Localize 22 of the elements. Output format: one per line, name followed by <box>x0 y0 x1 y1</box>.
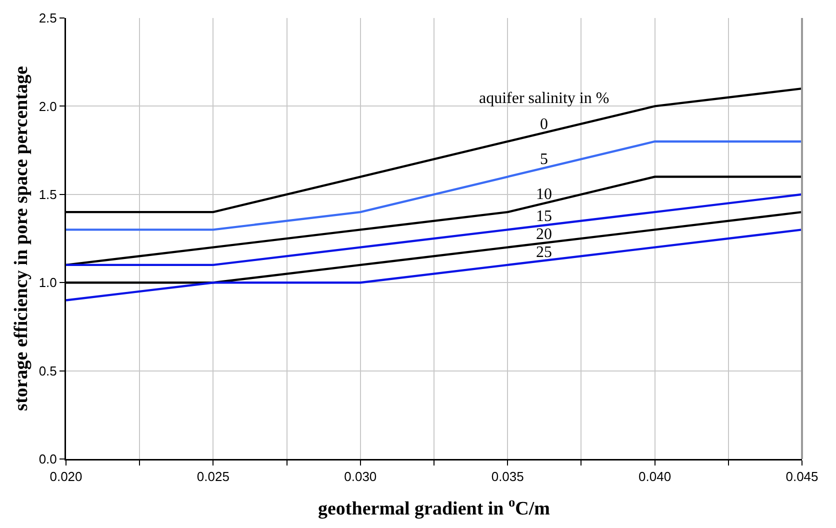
x-tick-label: 0.025 <box>196 469 230 484</box>
x-tick-label: 0.040 <box>638 469 672 484</box>
y-tick-label: 2.5 <box>38 10 57 26</box>
y-tick-label: 1.0 <box>38 275 57 290</box>
series-label: 10 <box>536 186 552 203</box>
y-tick-label: 2.0 <box>38 98 57 114</box>
x-tick-label: 0.020 <box>50 469 82 484</box>
series-label: 5 <box>540 151 548 168</box>
x-tick-label: 0.030 <box>344 469 377 484</box>
series-label: 25 <box>536 244 552 261</box>
y-tick-label: 0.0 <box>38 452 57 467</box>
y-tick-label: 0.5 <box>38 363 57 378</box>
y-tick-label: 1.5 <box>38 186 57 202</box>
series-label: 15 <box>536 208 552 225</box>
series-label: 20 <box>536 226 552 243</box>
series-label: 0 <box>540 116 548 133</box>
x-tick-label: 0.045 <box>786 469 818 484</box>
legend-title: aquifer salinity in % <box>479 90 610 107</box>
x-tick-label: 0.035 <box>491 469 524 484</box>
x-axis-title: geothermal gradient in $^{o}$C/m <box>318 494 550 520</box>
line-series <box>66 228 802 302</box>
y-axis-title: storage efficiency in pore space percentage <box>10 66 32 411</box>
